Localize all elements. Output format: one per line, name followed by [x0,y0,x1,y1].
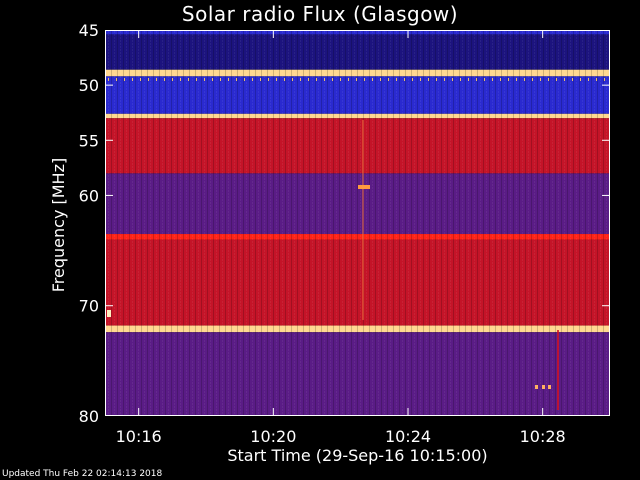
x-tick-label: 10:28 [520,427,566,446]
x-axis-label: Start Time (29-Sep-16 10:15:00) [227,446,488,465]
chart-title: Solar radio Flux (Glasgow) [181,2,459,26]
y-axis-label-area: Frequency [MHz] [49,158,68,292]
spectrogram [105,30,610,416]
updated-timestamp: Updated Thu Feb 22 02:14:13 2018 [2,469,163,479]
y-axis-label: Frequency [MHz] [49,158,68,292]
x-tick-label: 10:24 [385,427,431,446]
x-tick-label: 10:20 [250,427,296,446]
x-tick-label: 10:16 [116,427,162,446]
